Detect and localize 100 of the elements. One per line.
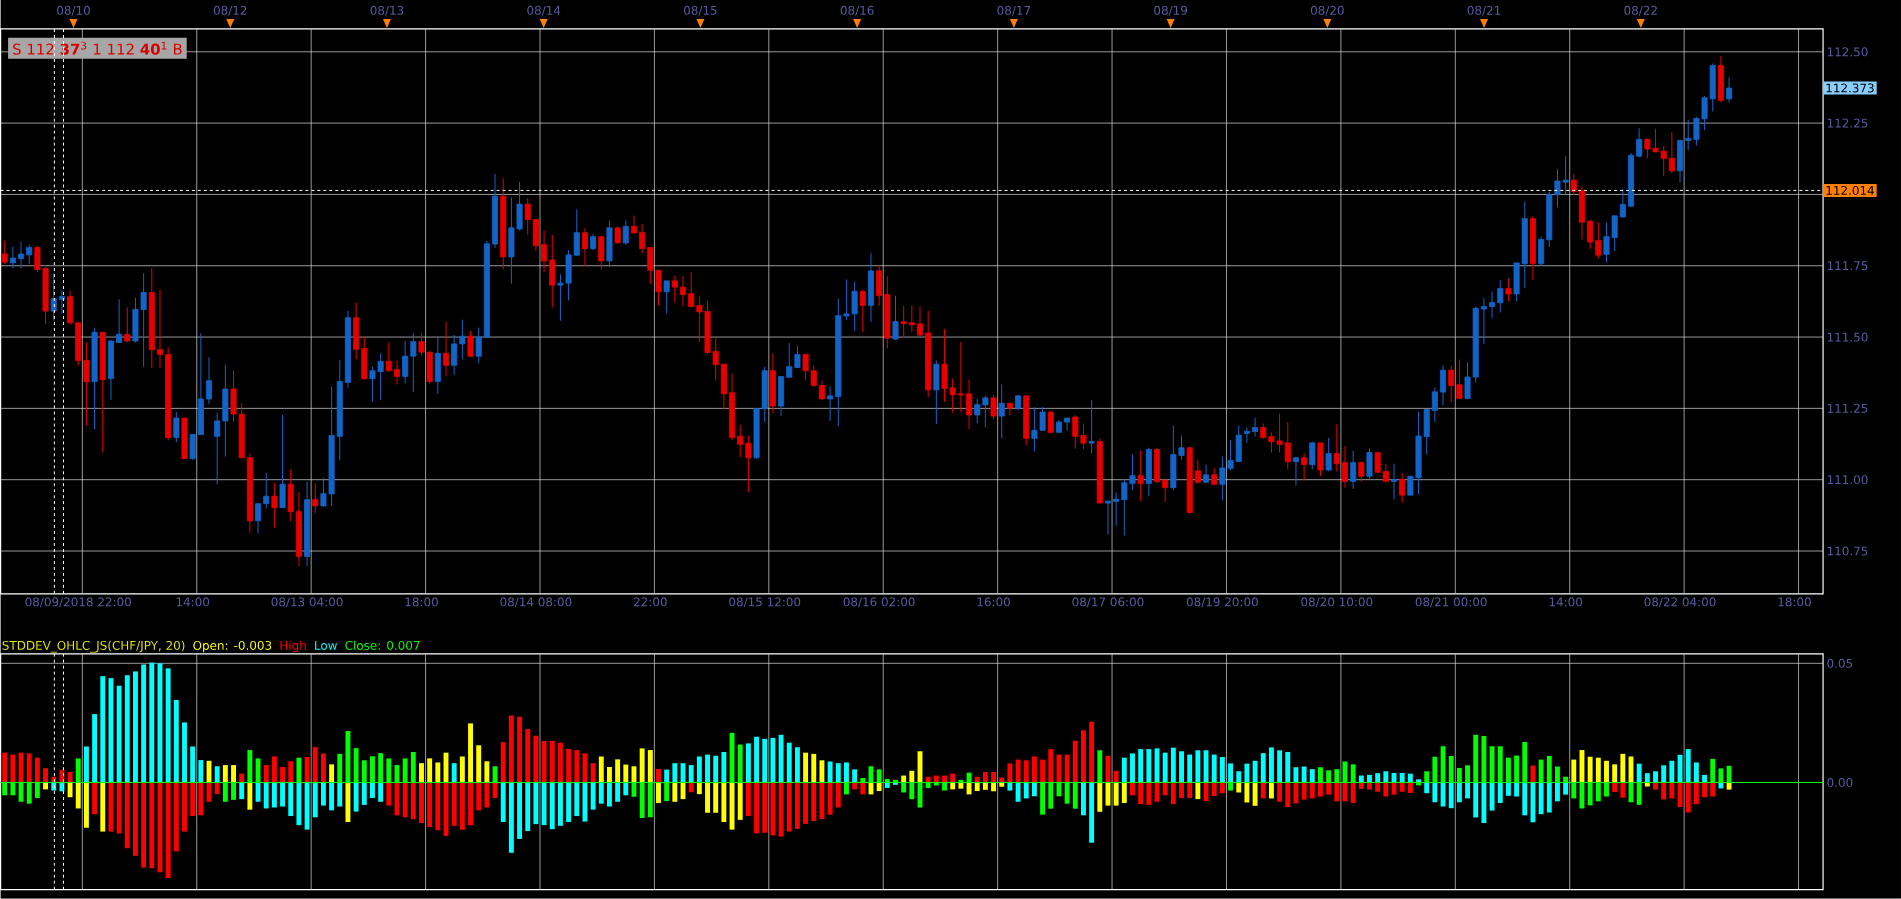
- candlestick: [1, 240, 8, 265]
- text: 08/21: [1467, 5, 1501, 16]
- text: 08/22: [1624, 5, 1657, 16]
- bar: [1113, 770, 1119, 783]
- bar: [974, 782, 980, 792]
- candlestick: [1064, 417, 1071, 431]
- candlestick: [679, 275, 687, 308]
- bar: [1653, 782, 1658, 790]
- bar: [590, 763, 596, 783]
- candlestick: [1685, 119, 1692, 151]
- bar: [1228, 763, 1234, 783]
- bar: [1195, 750, 1201, 783]
- candlestick: [205, 356, 213, 405]
- bar: [721, 782, 727, 823]
- bar: [696, 782, 702, 795]
- x-tick-label: 08/09/2018 22:00: [25, 597, 131, 608]
- text: Open: -0.003: [193, 641, 272, 653]
- bar: [623, 782, 629, 796]
- bar: [1555, 782, 1560, 802]
- candlestick: [974, 398, 981, 425]
- bar: [1473, 782, 1479, 818]
- bar: [280, 782, 286, 807]
- bar: [770, 782, 776, 836]
- candlestick: [663, 280, 670, 315]
- bar: [1293, 782, 1299, 804]
- bar: [75, 782, 81, 809]
- candlestick: [459, 319, 466, 360]
- bar: [378, 782, 384, 802]
- text: High: [280, 640, 306, 653]
- candlestick: [402, 340, 409, 385]
- bar: [83, 782, 89, 828]
- bar: [239, 782, 245, 800]
- bar: [288, 782, 294, 817]
- x-tick-label: 16:00: [977, 597, 1010, 607]
- bar: [533, 782, 539, 825]
- bar: [1015, 759, 1021, 783]
- x-tick-label: 14:00: [176, 597, 210, 607]
- candlestick: [451, 334, 458, 376]
- candlestick: [1505, 277, 1512, 302]
- bar: [574, 782, 580, 817]
- y-tick-label: 112.25: [1827, 118, 1868, 128]
- bar: [1260, 782, 1266, 799]
- x-tick-label: 08/15 12:00: [729, 597, 801, 608]
- bar: [517, 782, 523, 840]
- bar: [329, 782, 335, 811]
- bar: [1309, 769, 1315, 783]
- bar: [141, 664, 147, 783]
- bar: [1089, 782, 1095, 843]
- bar: [1367, 782, 1372, 790]
- y-tick-label: 110.75: [1827, 546, 1868, 556]
- bar: [1064, 754, 1070, 783]
- bar: [1048, 749, 1054, 783]
- bar: [1350, 782, 1356, 804]
- bar: [100, 676, 106, 783]
- candlestick: [1448, 365, 1455, 403]
- bar: [173, 700, 179, 783]
- bar: [1252, 760, 1258, 783]
- x-tick-label: 08/20 10:00: [1301, 597, 1373, 608]
- bar: [435, 782, 441, 831]
- bar: [345, 782, 351, 823]
- bar: [124, 675, 130, 783]
- bar: [1669, 782, 1675, 799]
- x-tick-label: 08/13 04:00: [271, 597, 343, 608]
- bar: [1636, 763, 1642, 783]
- bar: [1162, 752, 1168, 783]
- candlestick: [1341, 445, 1348, 489]
- bar: [811, 782, 817, 822]
- bar: [1546, 782, 1552, 813]
- bar: [1179, 782, 1184, 799]
- candlestick: [1243, 427, 1250, 444]
- bar: [1285, 782, 1291, 808]
- bar: [67, 782, 73, 798]
- bar: [83, 746, 89, 783]
- candlestick: [639, 223, 646, 254]
- candlestick: [990, 394, 997, 420]
- bar: [10, 754, 16, 783]
- bar: [1375, 773, 1381, 783]
- x-tick-label: 08/14 08:00: [500, 597, 572, 608]
- candlestick: [173, 411, 180, 443]
- bar: [149, 782, 155, 869]
- bar: [1007, 782, 1013, 791]
- bar: [108, 782, 114, 832]
- candlestick: [1162, 479, 1169, 503]
- bar: [778, 734, 784, 783]
- bar: [745, 782, 751, 817]
- candlestick: [1668, 131, 1675, 174]
- candlestick: [541, 230, 548, 273]
- y-tick-label: 111.50: [1827, 332, 1868, 342]
- bar: [1138, 749, 1144, 783]
- bar: [525, 782, 531, 832]
- bar: [304, 782, 310, 830]
- candlestick: [18, 241, 25, 269]
- bar: [182, 782, 187, 832]
- bar: [133, 782, 138, 857]
- bar: [2, 752, 8, 783]
- bar: [459, 782, 465, 830]
- candlestick: [1480, 297, 1487, 345]
- candlestick: [1595, 221, 1602, 260]
- candlestick: [1726, 76, 1733, 103]
- bar: [459, 756, 465, 783]
